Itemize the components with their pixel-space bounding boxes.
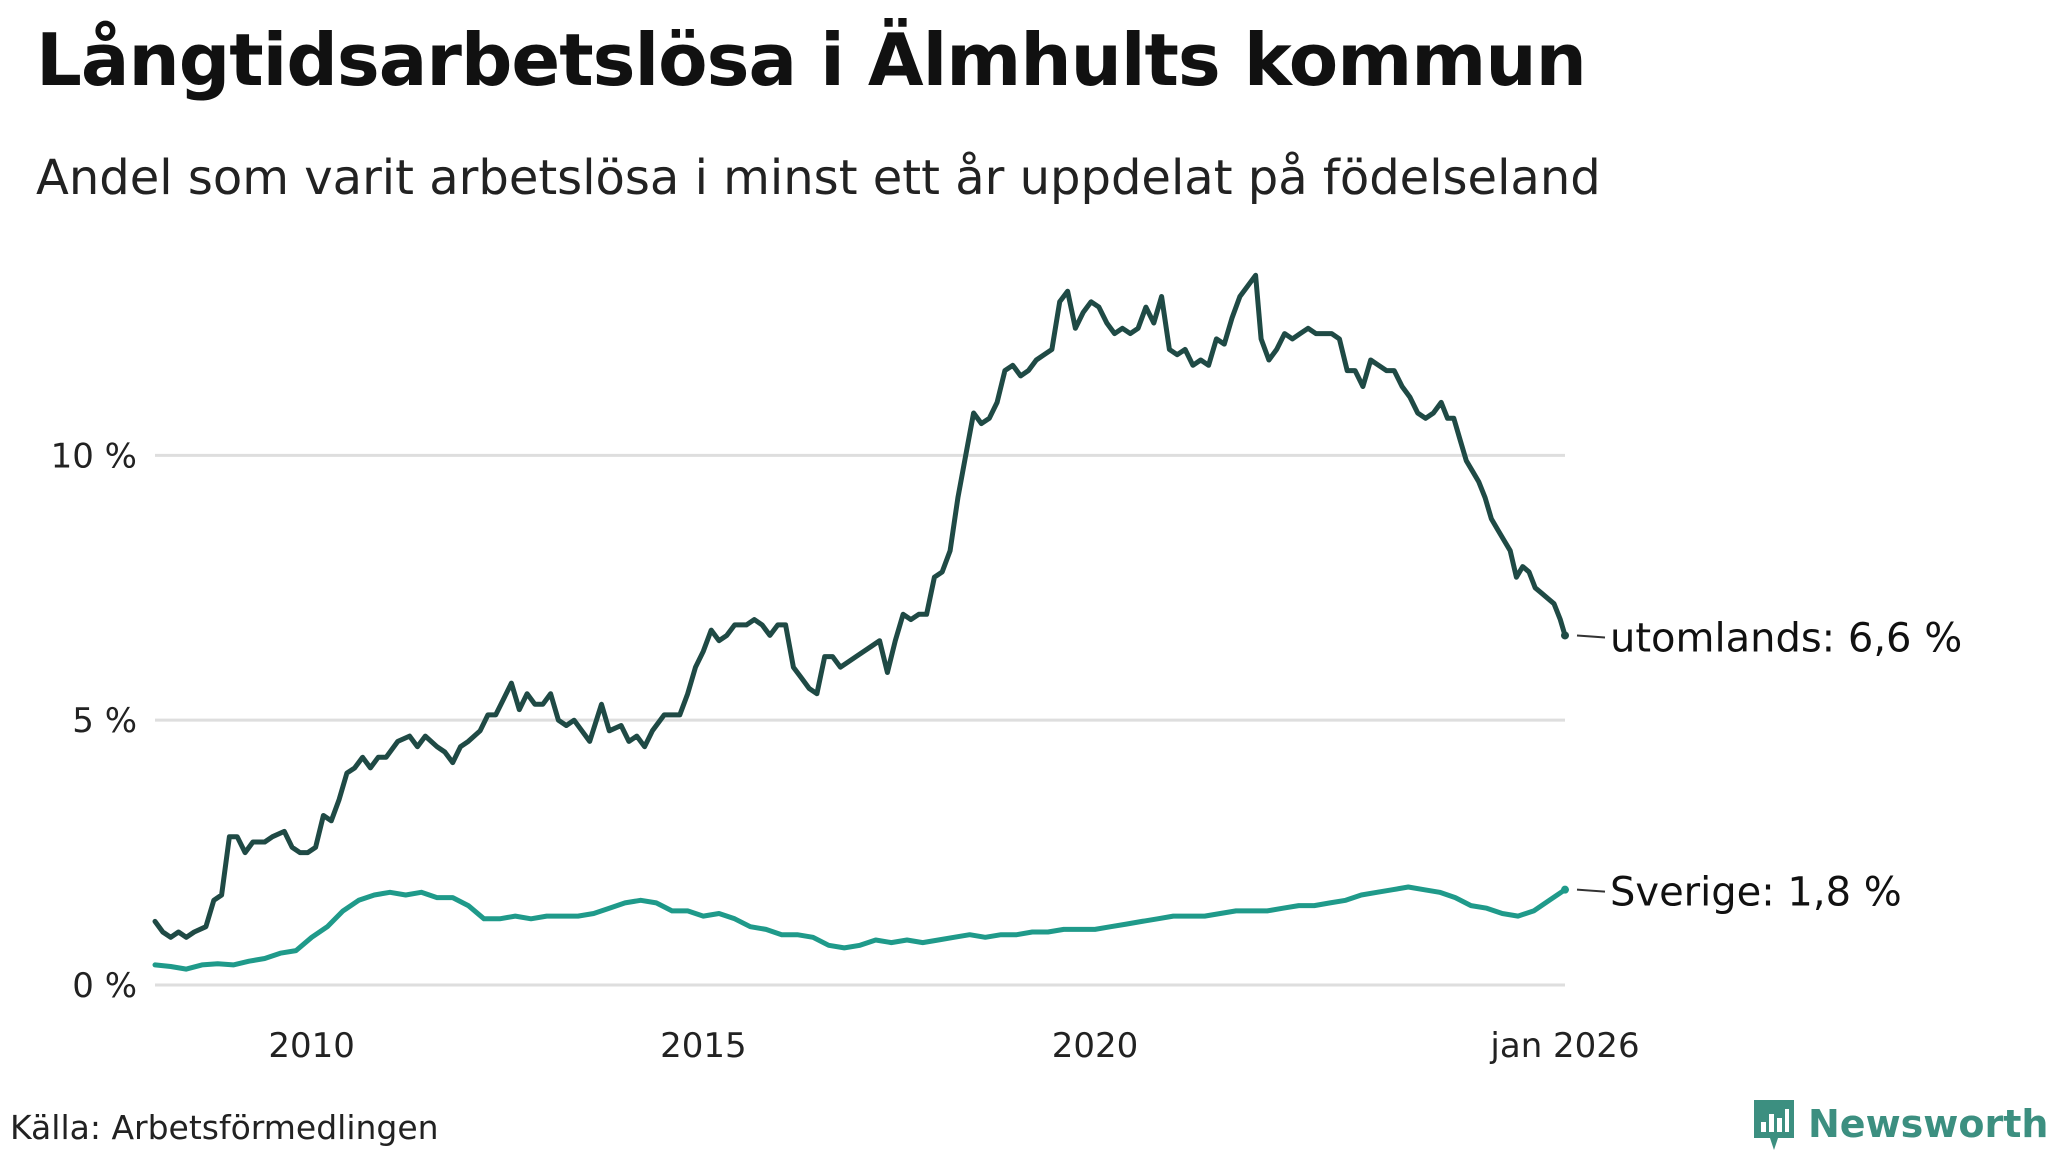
- y-tick-label: 5 %: [72, 701, 137, 741]
- newsworthy-logo-icon: [1754, 1100, 1794, 1150]
- series-end-point-sverige: [1561, 885, 1569, 894]
- x-tick-label: jan 2026: [1489, 1026, 1639, 1066]
- y-axis-ticks: 0 % 5 % 10 %: [51, 436, 137, 1006]
- chart-subtitle: Andel som varit arbetslösa i minst ett å…: [36, 150, 1601, 206]
- series-line-sverige: [152, 884, 1568, 972]
- series-end-point-utomlands: [1561, 631, 1569, 640]
- y-tick-label: 10 %: [51, 436, 137, 476]
- end-label-sverige: Sverige: 1,8 %: [1610, 870, 1902, 916]
- series-line-utomlands: [152, 272, 1568, 940]
- brand-name: Newsworthy: [1808, 1102, 2048, 1146]
- end-label-leader: [1576, 888, 1606, 893]
- x-tick-label: 2010: [268, 1026, 355, 1066]
- y-tick-label: 0 %: [72, 966, 137, 1006]
- end-label-utomlands: utomlands: 6,6 %: [1610, 615, 1962, 661]
- end-label-leader: [1576, 634, 1606, 639]
- series-layer: [152, 272, 1569, 972]
- page-title: Långtidsarbetslösa i Älmhults kommun: [36, 18, 1587, 102]
- source-note: Källa: Arbetsförmedlingen: [10, 1108, 439, 1147]
- end-labels-layer: utomlands: 6,6 % Sverige: 1,8 %: [1576, 615, 1962, 916]
- brand-logo[interactable]: Newsworthy: [1752, 1098, 2048, 1158]
- grid-layer: [155, 453, 1565, 987]
- x-tick-label: 2020: [1052, 1026, 1139, 1066]
- x-tick-label: 2015: [660, 1026, 747, 1066]
- x-axis-ticks: 2010 2015 2020 jan 2026: [268, 1026, 1639, 1066]
